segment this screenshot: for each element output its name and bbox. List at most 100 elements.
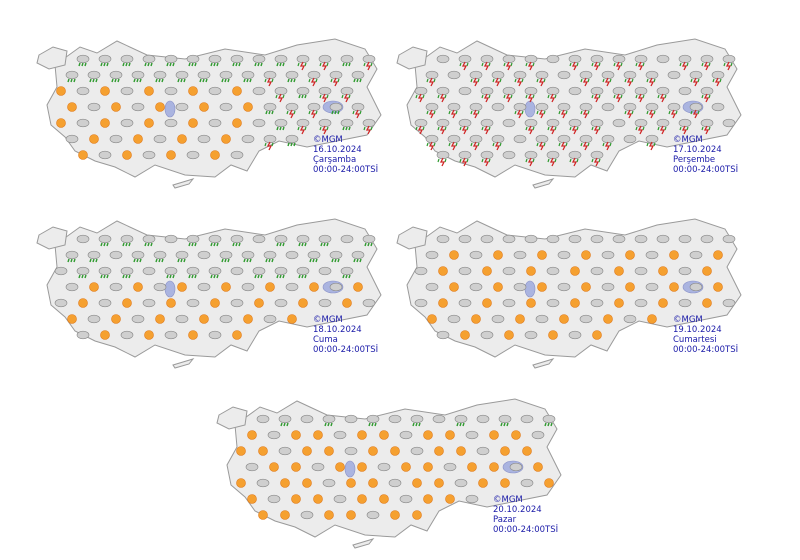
cloud-icon xyxy=(252,86,266,96)
cloud-icon xyxy=(285,250,299,260)
lightning xyxy=(505,93,512,103)
cloud-icon xyxy=(579,70,593,80)
cloud-icon xyxy=(340,54,354,64)
rain-drops xyxy=(188,62,197,67)
land xyxy=(396,226,428,250)
sun-icon xyxy=(236,446,246,456)
cloud-icon xyxy=(120,118,134,128)
cloud-icon xyxy=(531,430,545,440)
sun-icon xyxy=(247,430,257,440)
cloud-icon xyxy=(480,234,494,244)
rain-drops xyxy=(646,78,656,83)
lake xyxy=(164,100,176,118)
sun-icon xyxy=(67,314,77,324)
sun-icon xyxy=(390,510,400,520)
rain-drops xyxy=(89,78,98,83)
caption-copyright: ©MGM xyxy=(313,315,343,325)
lightning xyxy=(417,125,424,135)
lightning xyxy=(648,141,655,151)
cloud-icon xyxy=(340,118,354,128)
cloud-icon xyxy=(296,266,310,276)
rain-drops xyxy=(297,62,307,67)
cloud-icon xyxy=(513,102,527,112)
cloud-icon xyxy=(432,414,446,424)
sun-icon xyxy=(247,494,257,504)
cloud-icon xyxy=(377,462,391,472)
cloud-icon xyxy=(678,118,692,128)
cloud-icon xyxy=(476,414,490,424)
cloud-icon xyxy=(318,118,332,128)
cloud-icon xyxy=(98,298,112,308)
sun-icon xyxy=(100,118,110,128)
cloud-icon xyxy=(491,102,505,112)
sun-icon xyxy=(166,150,176,160)
cloud-icon xyxy=(109,134,123,144)
rain-drops xyxy=(456,422,465,427)
cloud-icon xyxy=(318,54,332,64)
cloud-icon xyxy=(524,150,538,160)
sun-icon xyxy=(302,446,312,456)
sun-icon xyxy=(269,462,279,472)
caption-time: 00:00-24:00TSİ xyxy=(673,164,738,175)
cloud-icon xyxy=(590,150,604,160)
cloud-icon xyxy=(175,250,189,260)
cloud-icon xyxy=(120,234,134,244)
cloud-icon xyxy=(568,234,582,244)
rain-drops xyxy=(254,62,263,67)
cloud-icon xyxy=(447,134,461,144)
rain-drops xyxy=(613,94,623,99)
cloud-icon xyxy=(208,266,222,276)
sun-icon xyxy=(522,446,532,456)
rain-drops xyxy=(613,62,623,67)
sun-icon xyxy=(401,462,411,472)
cloud-icon xyxy=(480,330,494,340)
cloud-icon xyxy=(344,446,358,456)
sun-icon xyxy=(379,430,389,440)
rain-drops xyxy=(503,62,513,67)
caption-date: 20.10.2024 xyxy=(493,505,542,515)
caption-copyright: ©MGM xyxy=(673,135,703,145)
cloud-icon xyxy=(436,54,450,64)
rain-drops xyxy=(525,158,535,163)
sun-icon xyxy=(155,314,165,324)
rain-drops xyxy=(133,258,142,263)
lightning xyxy=(461,125,468,135)
cloud-icon xyxy=(263,314,277,324)
lightning xyxy=(681,61,688,71)
cloud-icon xyxy=(230,150,244,160)
sun-icon xyxy=(357,430,367,440)
cloud-icon xyxy=(142,234,156,244)
rain-drops xyxy=(459,158,469,163)
rain-drops xyxy=(657,94,667,99)
cloud-icon xyxy=(656,118,670,128)
sun-icon xyxy=(658,266,668,276)
sun-icon xyxy=(144,330,154,340)
rain-drops xyxy=(308,78,318,83)
rain-drops xyxy=(298,94,307,99)
rain-drops xyxy=(221,78,230,83)
rain-drops xyxy=(635,94,645,99)
sun-icon xyxy=(254,298,264,308)
rain-drops xyxy=(100,62,109,67)
rain-drops xyxy=(459,126,469,131)
cloud-icon xyxy=(263,102,277,112)
cloud-icon xyxy=(252,234,266,244)
rain-drops xyxy=(243,78,252,83)
cyprus xyxy=(172,178,195,189)
cloud-icon xyxy=(678,86,692,96)
cloud-icon xyxy=(175,314,189,324)
cloud-icon xyxy=(634,266,648,276)
cloud-icon xyxy=(447,102,461,112)
rain-drops xyxy=(690,78,700,83)
rain-drops xyxy=(448,110,458,115)
cloud-icon xyxy=(722,234,736,244)
cloud-icon xyxy=(142,150,156,160)
cloud-icon xyxy=(476,446,490,456)
lightning xyxy=(637,93,644,103)
cloud-icon xyxy=(285,102,299,112)
rain-drops xyxy=(525,94,535,99)
cloud-icon xyxy=(612,54,626,64)
cloud-icon xyxy=(601,70,615,80)
caption-date: 18.10.2024 xyxy=(313,325,362,335)
cloud-icon xyxy=(491,314,505,324)
